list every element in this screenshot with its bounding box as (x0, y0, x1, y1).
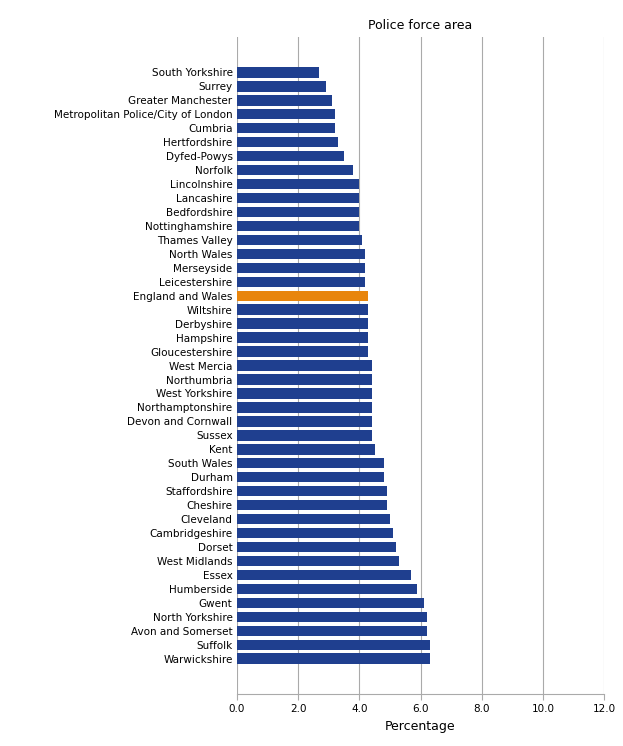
Bar (237, 81, 326, 92)
Bar (237, 67, 320, 78)
Bar (237, 333, 368, 343)
Bar (237, 179, 359, 189)
Bar (237, 416, 371, 427)
Bar (237, 235, 363, 245)
Bar (237, 626, 427, 636)
Bar (237, 95, 331, 105)
Bar (237, 598, 424, 608)
Bar (237, 165, 353, 175)
Bar (237, 388, 371, 398)
Bar (237, 583, 417, 594)
Bar (237, 570, 411, 580)
Bar (237, 192, 359, 203)
Bar (237, 486, 387, 496)
Bar (237, 360, 371, 371)
Bar (237, 430, 371, 441)
Bar (237, 444, 374, 454)
Bar (237, 556, 399, 566)
Bar (237, 304, 368, 315)
Bar (237, 514, 390, 524)
Bar (237, 263, 365, 273)
Bar (237, 542, 396, 552)
Bar (237, 109, 335, 119)
Bar (237, 123, 335, 134)
Bar (237, 137, 338, 148)
Bar (237, 221, 359, 231)
Bar (237, 319, 368, 329)
Bar (237, 612, 427, 622)
Bar (237, 402, 371, 413)
Bar (237, 472, 384, 483)
Bar (237, 528, 393, 539)
Bar (237, 151, 344, 161)
Bar (237, 277, 365, 287)
Bar (237, 248, 365, 259)
Bar (237, 290, 368, 301)
Bar (237, 458, 384, 468)
Bar (237, 207, 359, 217)
X-axis label: Percentage: Percentage (385, 720, 456, 733)
Bar (237, 653, 430, 664)
Title: Police force area: Police force area (368, 19, 473, 32)
Bar (237, 500, 387, 510)
Bar (237, 374, 371, 385)
Bar (237, 639, 430, 650)
Bar (237, 346, 368, 357)
